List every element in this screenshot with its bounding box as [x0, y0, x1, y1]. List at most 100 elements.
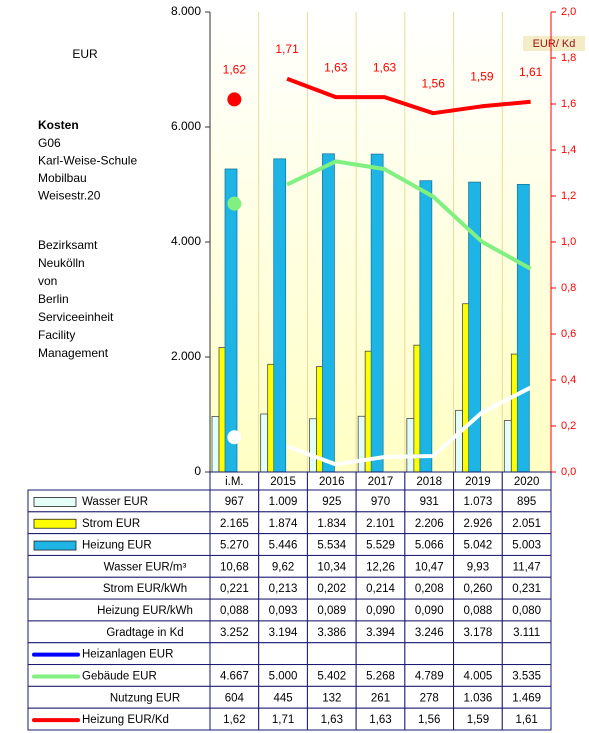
table-value: 1,63: [369, 714, 391, 726]
table-cell: [306, 642, 357, 666]
mean-dot: [227, 92, 242, 107]
table-value: 1,71: [272, 714, 294, 726]
y-tick-label: 4.000: [171, 234, 201, 248]
table-value: 10,68: [220, 561, 249, 573]
table-row-label: Gradtage in Kd: [106, 627, 183, 639]
y2-label-box: [523, 36, 585, 51]
table-value: 11,47: [513, 561, 541, 573]
table-value: 0,090: [366, 605, 395, 617]
bar: [357, 415, 366, 473]
table-value: 5.534: [317, 540, 346, 552]
bar: [273, 158, 287, 473]
table-value: 12,26: [366, 561, 395, 573]
mean-dot: [227, 196, 242, 211]
line: [286, 385, 532, 467]
table-cell: [453, 642, 503, 666]
table-value: 3.394: [366, 627, 395, 639]
bar: [370, 153, 384, 473]
table-value: 0,088: [220, 605, 249, 617]
data-label: 1,63: [324, 60, 348, 74]
subtitle-line: G06: [38, 136, 61, 150]
table-row-label: Nutzung EUR: [110, 692, 180, 704]
owner-line: Management: [38, 346, 109, 360]
y2-tick-label: 1,0: [561, 236, 576, 248]
table-cell: [404, 642, 455, 666]
table-value: 5.268: [366, 670, 395, 682]
table-value: 3.194: [269, 627, 298, 639]
table-cell: [501, 707, 552, 731]
table-row-label: Heizanlagen EUR: [82, 649, 173, 661]
table-value: 0,260: [464, 583, 493, 595]
table-value: 278: [420, 692, 439, 704]
bar: [468, 181, 481, 473]
table-value: 5.402: [317, 670, 346, 682]
table-cell: [258, 642, 308, 666]
table-value: 1,61: [515, 714, 537, 726]
table-row-label: Heizung EUR/kWh: [97, 605, 193, 617]
bar: [322, 153, 335, 473]
y2-tick-label: 1,8: [561, 52, 576, 64]
owner-line: Serviceeinheit: [38, 310, 114, 324]
data-label: 1,61: [519, 65, 543, 79]
table-value: 10,47: [415, 561, 444, 573]
x-tick-label: 2020: [514, 476, 540, 488]
table-value: 5.042: [464, 540, 493, 552]
x-tick-label: 2016: [319, 476, 345, 488]
table-value: 5.003: [512, 540, 541, 552]
owner-line: Neukölln: [38, 256, 85, 270]
table-row-label: Wasser EUR: [82, 496, 148, 508]
bar: [516, 183, 530, 473]
bar: [503, 420, 512, 473]
y2-tick-label: 1,2: [561, 190, 576, 202]
owner-line: Bezirksamt: [38, 238, 98, 252]
table-value: 895: [517, 496, 536, 508]
table-value: 0,213: [269, 583, 298, 595]
table-value: 0,080: [512, 605, 541, 617]
data-label: 1,63: [373, 60, 397, 74]
table-value: 261: [371, 692, 390, 704]
x-tick-label: 2018: [416, 476, 442, 488]
owner-line: Facility: [38, 328, 75, 342]
table-value: 604: [225, 692, 245, 704]
table-value: 1.834: [317, 518, 346, 530]
subtitle-line: Weisestr.20: [38, 189, 101, 203]
table-value: 3.246: [415, 627, 444, 639]
table-row-label: Gebäude EUR: [82, 670, 157, 682]
x-tick-label: 2019: [465, 476, 491, 488]
table-value: 0,214: [366, 583, 395, 595]
mean-dot: [227, 430, 242, 445]
table-value: 1,62: [223, 714, 245, 726]
table-value: 0,231: [512, 583, 541, 595]
subtitle-line: Mobilbau: [38, 171, 87, 185]
table-value: 5.000: [269, 670, 298, 682]
table-value: 3.386: [317, 627, 346, 639]
bar: [419, 180, 433, 473]
table-cell: [209, 642, 260, 666]
table-value: 925: [322, 496, 341, 508]
bar: [260, 413, 269, 473]
table-value: 1.036: [464, 692, 493, 704]
table-value: 5.446: [269, 540, 298, 552]
x-tick-label: i.M.: [225, 476, 244, 488]
table-row-label: Strom EUR/kWh: [103, 583, 187, 595]
y2-tick-label: 1,4: [561, 144, 576, 156]
table-value: 4.005: [464, 670, 493, 682]
y2-tick-label: 0,2: [561, 420, 576, 432]
table-value: 132: [322, 692, 341, 704]
table-value: 2.101: [366, 518, 395, 530]
data-label: 1,56: [422, 76, 446, 90]
chart-title: Kosten: [38, 118, 79, 132]
legend-swatch: [33, 540, 77, 551]
data-label: 1,62: [223, 63, 247, 77]
table-row-label: Wasser EUR/m³: [104, 561, 187, 573]
table-value: 3.178: [464, 627, 493, 639]
legend-swatch: [33, 497, 77, 507]
bar: [309, 418, 317, 473]
table-value: 0,088: [464, 605, 493, 617]
table-value: 967: [225, 496, 244, 508]
table-value: 4.789: [415, 670, 444, 682]
y2-tick-label: 0,6: [561, 328, 576, 340]
owner-line: von: [38, 274, 57, 288]
bar: [224, 168, 238, 473]
